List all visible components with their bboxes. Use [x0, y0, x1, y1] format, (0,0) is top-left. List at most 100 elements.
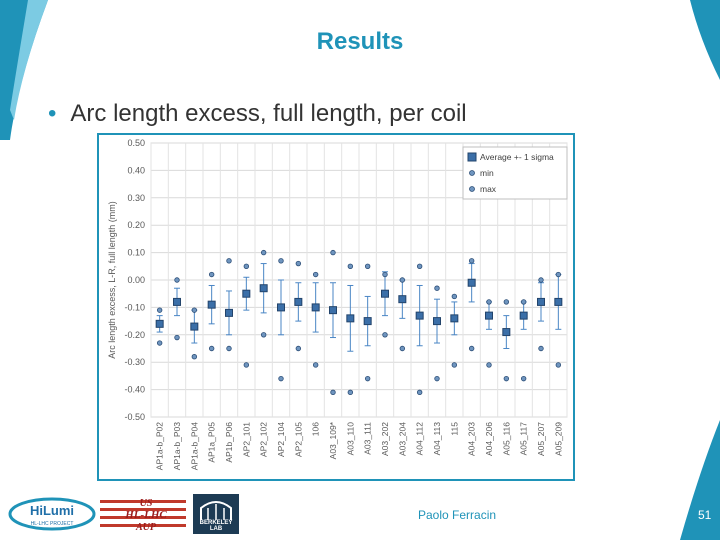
hilumi-subtext: HL-LHC PROJECT: [31, 521, 74, 527]
legend-label: Average +- 1 sigma: [480, 152, 554, 162]
min-point: [156, 340, 163, 346]
max-point: [555, 271, 562, 278]
y-tick-label: 0.20: [127, 220, 145, 230]
top-left-swoosh-highlight: [10, 0, 48, 120]
max-point: [451, 293, 458, 300]
y-tick-label: -0.10: [124, 302, 145, 312]
x-tick-label: A03_202: [380, 422, 390, 456]
max-point: [486, 299, 492, 305]
max-point: [174, 277, 180, 283]
x-tick-label: A05_207: [536, 422, 546, 456]
min-point: [278, 375, 284, 382]
min-point: [520, 375, 527, 382]
min-point: [451, 362, 458, 368]
bullet-dot: •: [48, 100, 57, 127]
average-point: [537, 297, 545, 306]
max-point: [191, 307, 198, 313]
average-point: [381, 289, 389, 298]
hilumi-ring: [8, 497, 96, 531]
legend-box: [462, 146, 568, 200]
max-point: [538, 277, 544, 283]
x-tick-label: AP1a-b_P04: [189, 422, 199, 470]
x-tick-label: AP1a-b_P02: [155, 422, 165, 470]
max-point: [226, 258, 232, 264]
x-tick-label: A04_206: [484, 422, 494, 456]
x-tick-label: A04_113: [432, 422, 442, 456]
flag-stripe: [100, 508, 186, 511]
y-tick-label: -0.50: [124, 412, 145, 422]
max-point: [434, 285, 440, 291]
x-tick-label: A03_109*: [328, 421, 338, 459]
x-tick-label: A03_110: [345, 422, 355, 456]
average-point: [225, 308, 233, 317]
x-tick-label: A04_112: [415, 422, 425, 456]
average-point: [450, 314, 459, 323]
average-point: [259, 284, 268, 293]
average-point: [311, 303, 320, 312]
x-tick-label: AP2_105: [293, 422, 303, 457]
berkeley-lab-text: BERKELEY LAB: [199, 520, 233, 532]
min-point: [243, 362, 250, 368]
average-point: [433, 317, 441, 326]
berkeley-lab-logo: BERKELEY LAB: [193, 494, 239, 534]
min-point: [364, 375, 371, 382]
min-point: [382, 332, 388, 338]
y-tick-label: 0.30: [127, 193, 145, 203]
max-point: [468, 258, 475, 264]
page-number: 51: [698, 508, 712, 522]
max-point: [243, 263, 250, 269]
min-point: [555, 362, 562, 368]
legend-marker-average: [467, 152, 477, 162]
legend-label: min: [480, 168, 494, 178]
x-tick-label: AP1b_P06: [224, 422, 234, 463]
x-tick-label: A05_116: [501, 422, 511, 456]
max-point: [399, 277, 406, 283]
average-point: [519, 311, 528, 320]
average-point: [329, 306, 337, 315]
max-point: [260, 249, 267, 256]
max-point: [382, 271, 388, 278]
max-point: [520, 299, 527, 305]
bullet-item: • Arc length excess, full length, per coi…: [48, 100, 467, 128]
y-tick-label: 0.00: [127, 275, 145, 285]
average-point: [155, 319, 164, 328]
x-tick-label: A05_117: [519, 422, 529, 456]
max-point: [278, 258, 284, 264]
min-point: [191, 354, 198, 360]
average-point: [277, 303, 285, 312]
slide-title: Results: [316, 28, 404, 55]
x-tick-label: AP2_102: [259, 422, 269, 457]
min-point: [538, 345, 544, 352]
bullet-text: Arc length excess, full length, per coil: [70, 100, 467, 127]
y-axis-title: Arc length excess, L-R, full length (mm): [107, 201, 117, 359]
min-point: [174, 334, 180, 341]
y-tick-label: 0.40: [127, 165, 145, 175]
x-tick-label: A03_204: [397, 422, 407, 456]
hilumi-text: HiLumi: [30, 503, 74, 518]
min-point: [434, 375, 440, 382]
hl-lhc-text: HL-LHC: [124, 509, 167, 521]
chart-frame: 0.50 0.40 0.30 0.20 0.10 0.00 -0.10 -0.20 -0.30 -…: [97, 133, 575, 481]
min-point: [208, 345, 215, 352]
average-point: [190, 322, 199, 331]
average-point: [554, 297, 563, 306]
author-name: Paolo Ferracin: [418, 508, 497, 522]
min-point: [330, 389, 336, 396]
average-point: [207, 300, 216, 309]
average-point: [294, 297, 303, 306]
max-point: [416, 263, 423, 269]
flag-stripe: [100, 524, 186, 527]
flag-stripe: [100, 516, 186, 519]
x-tick-label: 115: [449, 422, 459, 436]
legend-marker-max: [469, 186, 475, 192]
max-point: [312, 271, 319, 278]
y-tick-label: -0.30: [124, 357, 145, 367]
min-point: [347, 389, 354, 396]
max-point: [503, 299, 510, 305]
us-hl-lhc-aup-logo: US HL-LHC AUP: [100, 498, 186, 533]
x-tick-label: A03_111: [363, 422, 373, 455]
min-point: [486, 362, 492, 368]
average-point: [467, 278, 476, 287]
max-point: [330, 249, 336, 256]
